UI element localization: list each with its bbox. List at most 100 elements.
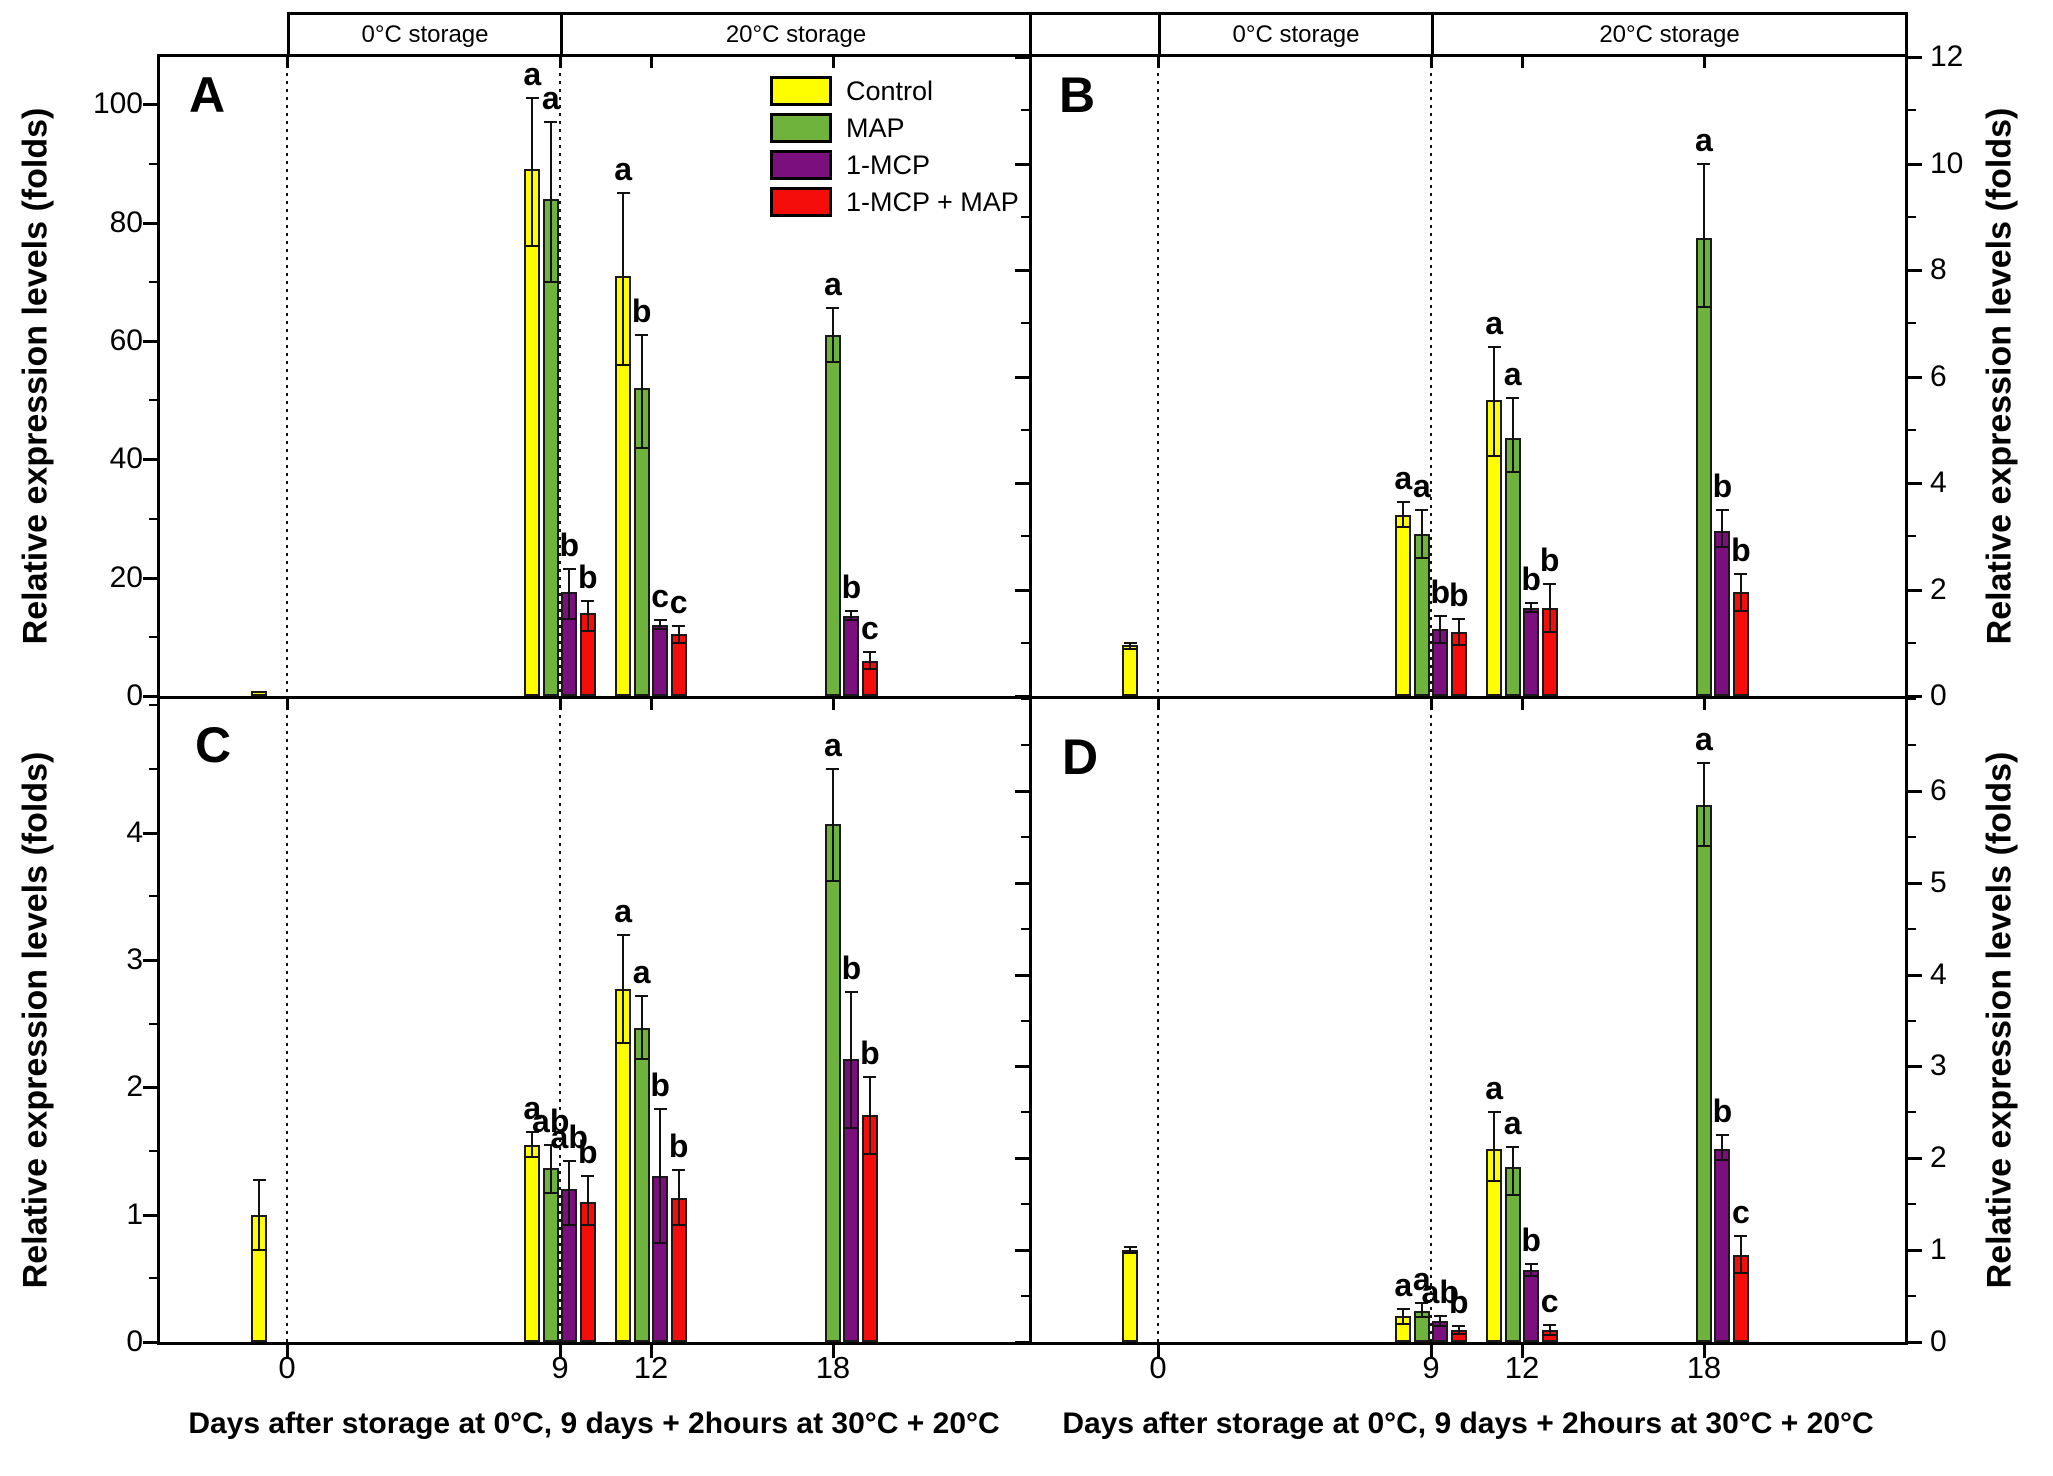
panel-D-error-cap-top (1452, 1325, 1466, 1328)
panel-B-y-major-tick-inner (1015, 56, 1029, 59)
panel-C-sig-letter-1-MCP+MAP-day9: b (577, 1134, 598, 1171)
panel-C-y-tick-label: 1 (126, 1197, 143, 1231)
panel-B-error-bar (1739, 573, 1742, 611)
panel-B-y-tick-label: 4 (1930, 466, 1947, 499)
panel-B-error-cap-top (1415, 508, 1429, 511)
panel-D-bar-1-MCP-day12 (1523, 1270, 1540, 1342)
panel-C-y-minor-tick (149, 704, 157, 707)
panel-B-error-cap-bottom (1543, 631, 1557, 634)
panel-B-error-cap-top (1715, 508, 1729, 511)
panel-D-y-minor-tick (1908, 835, 1916, 838)
panel-D-bar-MAP-day18 (1695, 804, 1712, 1342)
panel-A-sig-letter-MAP-day18: a (824, 266, 842, 303)
panel-B-y-minor-tick (1908, 641, 1916, 644)
panel-A-error-bar (850, 611, 853, 621)
panel-C-x-upper-tick-day12 (649, 699, 653, 710)
panel-A-sig-letter-1-MCP-day12: c (651, 578, 670, 615)
panel-D-x-tick-label-day0: 0 (1149, 1350, 1167, 1385)
panel-C-error-bar (586, 1176, 589, 1225)
panel-D-y-major-tick-inner (1015, 1157, 1029, 1161)
panel-B-x-top-tick-day18 (1702, 57, 1706, 68)
panel-A-error-bar (677, 626, 680, 643)
header-box-20°C-storage: 20°C storage (560, 12, 1032, 57)
panel-B-sig-letter-MAP-day18: a (1695, 121, 1713, 158)
panel-C-x-tick-label-day18: 18 (815, 1350, 851, 1385)
panel-B-error-bar (1511, 397, 1514, 473)
panel-A-y-tick-label: 20 (109, 560, 143, 594)
panel-C-error-bar (677, 1170, 680, 1225)
panel-A-error-cap-bottom (616, 363, 630, 366)
panel-B-error-bar (1402, 502, 1405, 528)
panel-D-error-cap-top (1506, 1146, 1520, 1149)
panel-C-sig-letter-MAP-day9: ab (532, 1102, 570, 1139)
panel-B-y-major-tick (1908, 482, 1922, 485)
panel-B-error-cap-top (1396, 501, 1410, 504)
panel-A-error-cap-top (635, 334, 649, 337)
panel-A-y-tick-label: 40 (109, 442, 143, 476)
panel-B-error-cap-top (1524, 601, 1538, 604)
panel-B-error-cap-bottom (1715, 545, 1729, 548)
panel-C-error-cap-top (616, 933, 630, 936)
panel-B-error-bar (1439, 616, 1442, 643)
panel-B-y-major-tick-inner (1015, 588, 1029, 592)
panel-C-x-bottom-tick-day9 (558, 1345, 562, 1358)
panel-C-x-bottom-tick-day12 (649, 1345, 653, 1358)
panel-B-y-minor-tick (1908, 322, 1916, 325)
panel-D-sig-letter-1-MCP-day9: ab (1421, 1274, 1459, 1311)
panel-A-error-cap-bottom (653, 628, 667, 631)
y-axis-title-bottom-right: Relative expression levels (folds) (1980, 751, 2019, 1289)
header-box-spacer (1029, 12, 1161, 57)
panel-B-error-cap-bottom (1506, 471, 1520, 474)
panel-B-error-cap-top (1487, 346, 1501, 349)
panel-D-x-tick-label-day18: 18 (1686, 1350, 1722, 1385)
panel-C-x-upper-tick-day18 (831, 699, 835, 710)
panel-C-y-major-tick (143, 831, 157, 835)
panel-A-dotted-line-day0 (286, 57, 288, 696)
panel-D-error-bar (1511, 1147, 1514, 1196)
panel-D-y-major-tick (1908, 1065, 1922, 1069)
panel-A-sig-letter-1-MCP+MAP-day12: c (669, 584, 688, 621)
panel-D-error-cap-top (1396, 1307, 1410, 1310)
panel-D-y-minor-tick-inner (1021, 1203, 1029, 1206)
panel-A-error-bar (568, 568, 571, 620)
panel-D-error-cap-bottom (1715, 1159, 1729, 1162)
panel-A-error-cap-top (653, 619, 667, 622)
panel-B-y-minor-tick-inner (1021, 641, 1029, 644)
y-axis-title-top-right: Relative expression levels (folds) (1980, 107, 2019, 645)
panel-B-error-cap-bottom (1524, 610, 1538, 613)
panel-C-sig-letter-1-MCP+MAP-day12: b (668, 1128, 689, 1165)
panel-A-error-cap-top (544, 121, 558, 124)
panel-D-error-bar (1402, 1308, 1405, 1324)
panel-C-error-cap-bottom (252, 1249, 266, 1252)
y-axis-title-bottom-left: Relative expression levels (folds) (16, 751, 55, 1289)
panel-B-sig-letter-1-MCP-day12: b (1521, 560, 1541, 597)
panel-B-sig-letter-1-MCP-day18: b (1712, 467, 1733, 504)
panel-B-y-major-tick-inner (1015, 695, 1029, 698)
panel-B-y-major-tick-inner (1015, 375, 1029, 379)
legend: Control MAP 1-MCP 1-MCP + MAP (770, 76, 1019, 224)
panel-D-error-bar (1129, 1247, 1132, 1253)
panel-A-bar-1-MCP-day12 (652, 625, 669, 696)
panel-B-y-tick-label: 8 (1930, 253, 1947, 286)
x-axis-title-left: Days after storage at 0°C, 9 days + 2hou… (188, 1407, 1000, 1440)
panel-D-y-minor-tick (1908, 927, 1916, 930)
panel-B-error-cap-top (1697, 162, 1711, 165)
header-box-20°C-storage: 20°C storage (1431, 12, 1908, 57)
panel-B-y-major-tick (1908, 56, 1922, 59)
legend-item-MAP: MAP (770, 113, 1019, 143)
panel-C-error-cap-bottom (653, 1241, 667, 1244)
panel-D-error-cap-top (1543, 1324, 1557, 1327)
x-axis-title-right: Days after storage at 0°C, 9 days + 2hou… (1062, 1407, 1874, 1440)
panel-B-bar-1-MCP-day18 (1714, 530, 1731, 696)
panel-D-y-major-tick-inner (1015, 1065, 1029, 1069)
panel-A-y-tick-label: 0 (126, 679, 143, 712)
panel-D-x-tick-label-day12: 12 (1504, 1350, 1540, 1385)
panel-D-x-bottom-tick-day9 (1429, 1345, 1433, 1358)
panel-D-error-cap-bottom (1452, 1332, 1466, 1335)
panel-C-error-cap-top (581, 1175, 595, 1178)
panel-D-y-minor-tick-inner (1021, 927, 1029, 930)
panel-D-sig-letter-1-MCP+MAP-day18: c (1732, 1194, 1750, 1231)
panel-B-error-cap-bottom (1452, 644, 1466, 647)
panel-B-error-bar (1721, 509, 1724, 547)
panel-C-bar-Control-day9 (524, 1144, 541, 1342)
